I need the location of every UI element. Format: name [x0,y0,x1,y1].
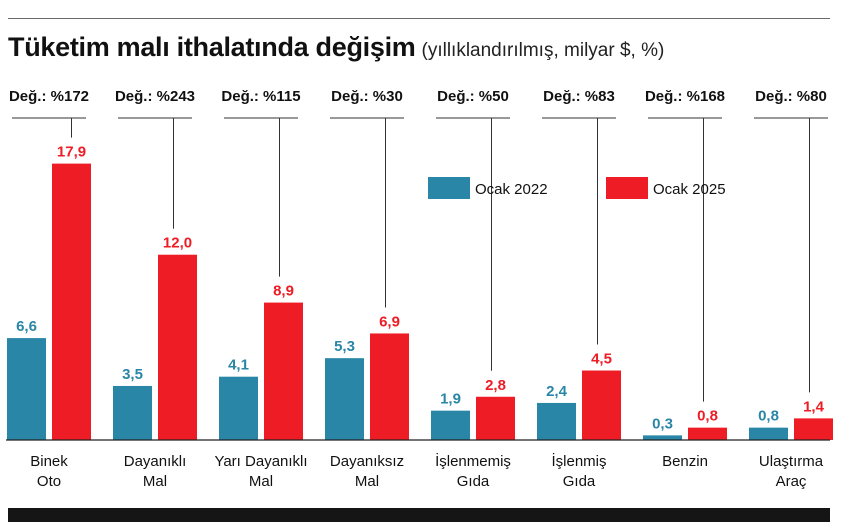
bar-ocak-2025 [476,396,515,440]
chart-subtitle: (yıllıklandırılmış, milyar $, %) [421,40,665,61]
bar-ocak-2025 [264,302,303,440]
category-label: Ulaştırma [759,453,824,470]
value-label: 6,9 [379,313,400,330]
value-label: 6,6 [16,318,37,335]
value-label: 0,8 [697,408,718,425]
bar-ocak-2022 [325,358,364,440]
category-label: Binek [30,453,68,470]
value-label: 3,5 [122,366,143,383]
value-label: 0,3 [652,415,673,432]
change-label: Değ.: %83 [543,88,615,105]
legend-label: Ocak 2022 [475,181,548,198]
category-label: Benzin [662,453,708,470]
bar-ocak-2025 [52,163,91,440]
bar-ocak-2022 [749,427,788,440]
bar-ocak-2022 [643,435,682,440]
chart-header: Tüketim malı ithalatında değişim (yıllıkl… [8,32,664,63]
value-label: 12,0 [163,235,192,252]
value-label: 0,8 [758,408,779,425]
category-label: Yarı Dayanıklı [214,453,307,470]
bar-ocak-2025 [794,418,833,440]
top-divider [8,18,830,19]
bar-ocak-2022 [431,410,470,440]
bottom-bar [8,508,830,522]
category-label: Dayanıksız [330,453,404,470]
category-label: Dayanıklı [124,453,187,470]
change-label: Değ.: %80 [755,88,827,105]
change-label: Değ.: %243 [115,88,195,105]
change-label: Değ.: %30 [331,88,403,105]
value-label: 4,5 [591,351,612,368]
change-label: Değ.: %50 [437,88,509,105]
category-label: Araç [776,473,807,490]
category-label: İşlenmiş [551,452,606,470]
bar-ocak-2025 [158,254,197,440]
legend-swatch [428,177,470,199]
value-label: 8,9 [273,283,294,300]
value-label: 17,9 [57,144,86,161]
change-label: Değ.: %172 [9,88,89,105]
legend-label: Ocak 2025 [653,181,726,198]
category-label: Gıda [457,473,490,490]
bar-ocak-2022 [219,376,258,440]
category-label: Mal [249,473,273,490]
bar-ocak-2025 [688,427,727,440]
bar-ocak-2022 [7,338,46,440]
value-label: 1,9 [440,391,461,408]
bar-ocak-2025 [582,370,621,440]
bar-ocak-2025 [370,333,409,440]
value-label: 2,8 [485,377,506,394]
bar-ocak-2022 [537,402,576,440]
value-label: 2,4 [546,383,568,400]
category-label: Mal [355,473,379,490]
value-label: 5,3 [334,338,355,355]
legend-swatch [606,177,648,199]
category-label: Oto [37,473,61,490]
change-label: Değ.: %115 [221,88,300,105]
value-label: 1,4 [803,398,825,415]
change-label: Değ.: %168 [645,88,725,105]
chart-title: Tüketim malı ithalatında değişim [8,32,416,62]
value-label: 4,1 [228,357,249,374]
category-label: İşlenmemiş [435,452,511,470]
category-label: Gıda [563,473,596,490]
category-label: Mal [143,473,167,490]
bar-ocak-2022 [113,385,152,440]
